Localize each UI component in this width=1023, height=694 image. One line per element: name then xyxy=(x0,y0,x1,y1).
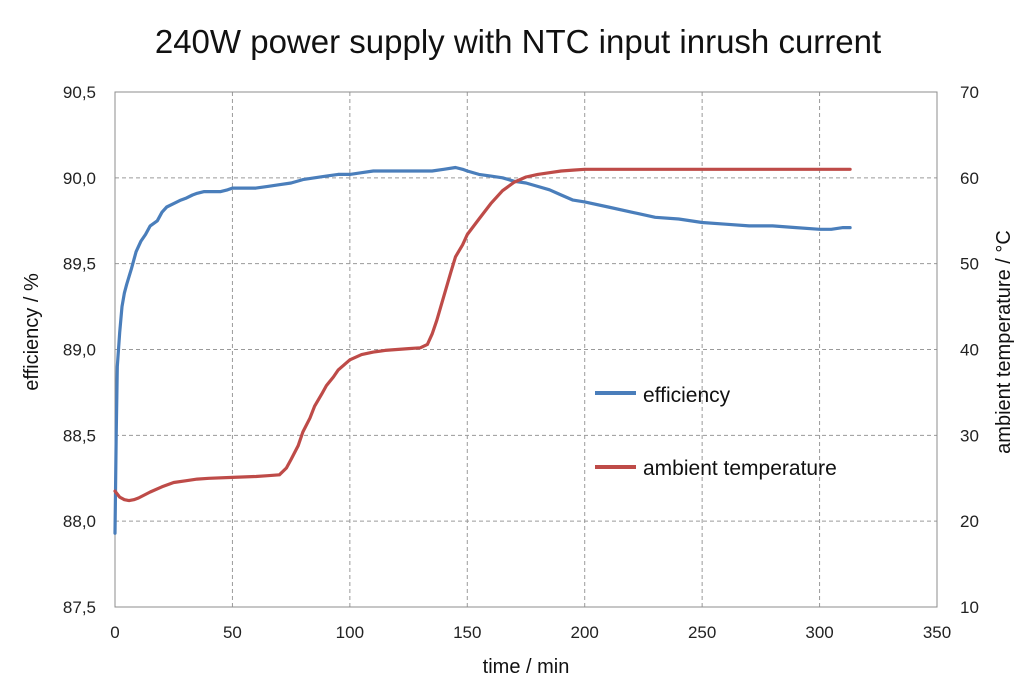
series-line-ambient-temperature xyxy=(113,167,852,503)
y2-tick-label: 70 xyxy=(960,83,979,102)
y-axis-ticks: 87,5 88,0 88,5 89,0 89,5 90,0 90,5 xyxy=(63,83,96,617)
y2-tick-label: 60 xyxy=(960,169,979,188)
y2-tick-label: 40 xyxy=(960,341,979,360)
legend-label-efficiency: efficiency xyxy=(643,384,731,407)
y2-tick-label: 30 xyxy=(960,426,979,445)
y-tick-label: 90,5 xyxy=(63,83,96,102)
y2-tick-label: 10 xyxy=(960,598,979,617)
y-tick-label: 88,0 xyxy=(63,512,96,531)
legend-label-ambient-temperature: ambient temperature xyxy=(643,457,837,480)
x-tick-label: 0 xyxy=(110,623,119,642)
y-axis-label: efficiency / % xyxy=(21,273,43,391)
y-tick-label: 90,0 xyxy=(63,169,96,188)
legend: efficiency ambient temperature xyxy=(595,384,837,480)
y-tick-label: 89,5 xyxy=(63,255,96,274)
y-tick-label: 88,5 xyxy=(63,426,96,445)
chart-title: 240W power supply with NTC input inrush … xyxy=(155,23,881,60)
y-tick-label: 87,5 xyxy=(63,598,96,617)
plot-frame xyxy=(114,91,938,608)
x-tick-label: 50 xyxy=(223,623,242,642)
series-line-efficiency xyxy=(113,165,852,535)
x-tick-label: 350 xyxy=(923,623,951,642)
y2-tick-label: 20 xyxy=(960,512,979,531)
x-tick-label: 300 xyxy=(805,623,833,642)
x-axis-label: time / min xyxy=(483,656,570,678)
x-axis-ticks: 0 50 100 150 200 250 300 350 xyxy=(110,623,951,642)
y-tick-label: 89,0 xyxy=(63,341,96,360)
y2-axis-ticks: 10 20 30 40 50 60 70 xyxy=(960,83,979,617)
x-tick-label: 150 xyxy=(453,623,481,642)
x-tick-label: 100 xyxy=(336,623,364,642)
series-lines xyxy=(113,165,852,535)
x-tick-label: 250 xyxy=(688,623,716,642)
gridlines xyxy=(115,92,937,607)
y2-tick-label: 50 xyxy=(960,255,979,274)
y2-axis-label: ambient temperature / °C xyxy=(993,230,1015,454)
x-tick-label: 200 xyxy=(571,623,599,642)
